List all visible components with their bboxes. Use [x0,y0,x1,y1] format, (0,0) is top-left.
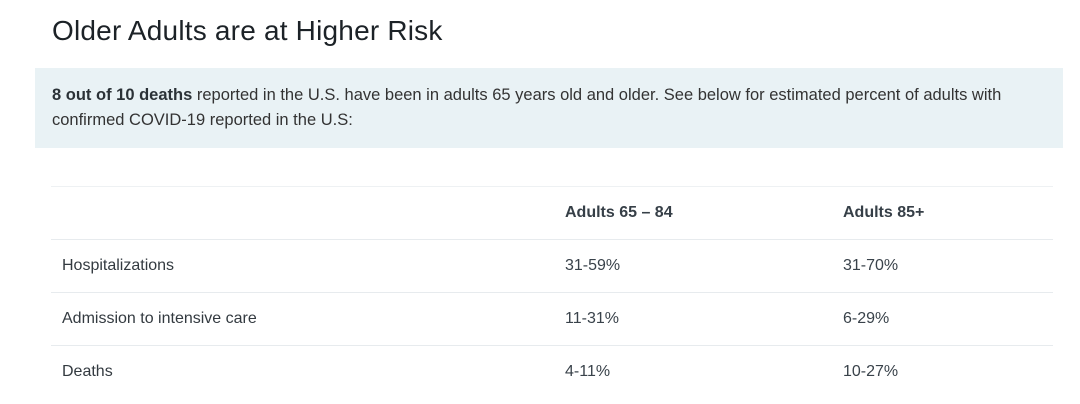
value-intensive-care-65-84: 11-31% [555,292,833,346]
callout-body-text: reported in the U.S. have been in adults… [52,86,1002,129]
row-label-hospitalizations: Hospitalizations [51,239,555,293]
table-row-deaths: Deaths 4-11% 10-27% [51,346,1053,399]
highlight-callout: 8 out of 10 deaths reported in the U.S. … [35,68,1063,148]
value-deaths-85plus: 10-27% [843,363,899,381]
value-deaths-65-84: 4-11% [565,363,611,381]
value-hospitalizations-65-84: 31-59% [555,239,833,293]
column-header-adults-85plus: Adults 85+ [833,186,1053,240]
table-header-row: Adults 65 – 84 Adults 85+ [51,186,1053,240]
value-hospitalizations-85plus: 31-70% [833,239,1053,293]
callout-bold-text: 8 out of 10 deaths [52,86,193,104]
column-header-empty [51,186,555,240]
page-title: Older Adults are at Higher Risk [52,15,443,46]
table-row-hospitalizations: Hospitalizations 31-59% 31-70% [51,239,1053,293]
risk-estimates-table: Adults 65 – 84 Adults 85+ Hospitalizatio… [51,186,1053,399]
column-header-adults-65-84: Adults 65 – 84 [555,186,833,240]
table-row-intensive-care: Admission to intensive care 11-31% 6-29% [51,292,1053,346]
row-label-deaths: Deaths [62,363,113,381]
row-label-intensive-care: Admission to intensive care [51,292,555,346]
value-intensive-care-85plus: 6-29% [833,292,1053,346]
